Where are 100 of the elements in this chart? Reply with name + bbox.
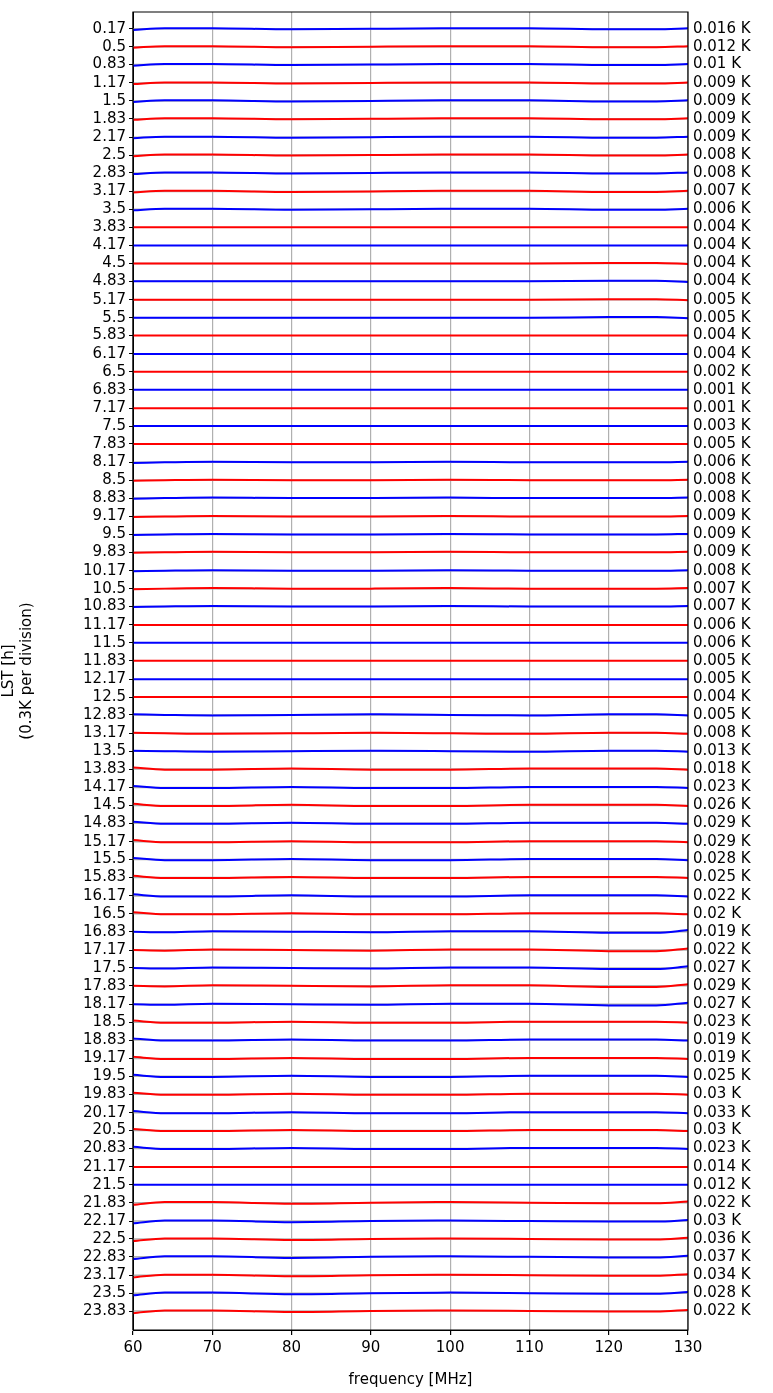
- y-tick-label: 12.5: [92, 686, 126, 705]
- y-tick-label: 5.83: [92, 325, 126, 344]
- text: 0.008 K: [693, 470, 752, 489]
- y-tick-label: 6.17: [92, 343, 126, 362]
- text: 0.004 K: [693, 253, 752, 272]
- text: 0.023 K: [693, 1012, 752, 1031]
- y-tick-label: 23.17: [83, 1265, 126, 1284]
- text: 0.03 K: [693, 1210, 743, 1229]
- text: 0.026 K: [693, 795, 752, 814]
- text: 0.008 K: [693, 162, 752, 181]
- y-tick-label: 14.5: [92, 795, 126, 814]
- text: 0.001 K: [693, 398, 752, 417]
- x-tick-label: 70: [202, 1337, 222, 1356]
- y-tick-label: 13.5: [92, 741, 126, 760]
- text: 0.005 K: [693, 433, 752, 452]
- y-tick-label: 5.17: [92, 289, 126, 308]
- y-tick-label: 15.17: [83, 831, 126, 850]
- y-tick-label: 13.83: [83, 758, 126, 777]
- y-tick-label: 20.5: [92, 1120, 126, 1139]
- y-tick-label: 9.5: [102, 524, 126, 543]
- text: 0.004 K: [693, 271, 752, 290]
- text: 0.029 K: [693, 831, 752, 850]
- y-tick-label: 19.5: [92, 1066, 126, 1085]
- text: 0.005 K: [693, 704, 752, 723]
- y-tick-label: 21.5: [92, 1174, 126, 1193]
- text: 0.009 K: [693, 524, 752, 543]
- y-tick-label: 10.17: [83, 560, 126, 579]
- y-tick-label: 23.5: [92, 1283, 126, 1302]
- text: 0.016 K: [693, 18, 752, 37]
- y-tick-label: 15.5: [92, 849, 126, 868]
- y-tick-label: 5.5: [102, 307, 126, 326]
- text: 0.023 K: [693, 1138, 752, 1157]
- y-tick-label: 22.5: [92, 1228, 126, 1247]
- text: 0.028 K: [693, 849, 752, 868]
- y-tick-label: 12.83: [83, 704, 126, 723]
- y-tick-label: 7.17: [92, 398, 126, 417]
- y-tick-label: 22.17: [83, 1210, 126, 1229]
- y-tick-label: 19.83: [83, 1084, 126, 1103]
- x-tick-label: 120: [594, 1337, 624, 1356]
- text: 0.004 K: [693, 686, 752, 705]
- text: 0.037 K: [693, 1246, 752, 1265]
- text: 0.005 K: [693, 307, 752, 326]
- y-tick-label: 23.83: [83, 1300, 126, 1319]
- y-tick-label: 6.83: [92, 379, 126, 398]
- y-tick-label: 11.83: [83, 650, 126, 669]
- text: 0.004 K: [693, 325, 752, 344]
- text: 0.014 K: [693, 1156, 752, 1175]
- y-tick-label: 1.17: [92, 72, 126, 91]
- y-tick-label: 9.83: [92, 542, 126, 561]
- text: 0.012 K: [693, 36, 752, 55]
- text: 0.008 K: [693, 723, 752, 742]
- text: 0.029 K: [693, 975, 752, 994]
- text: 0.022 K: [693, 885, 752, 904]
- y-tick-label: 17.5: [92, 957, 126, 976]
- y-tick-label: 10.5: [92, 578, 126, 597]
- x-axis-title: frequency [MHz]: [348, 1369, 473, 1388]
- text: 0.006 K: [693, 632, 752, 651]
- y-tick-label: 17.17: [83, 939, 126, 958]
- text: 0.001 K: [693, 379, 752, 398]
- y-tick-label: 8.83: [92, 488, 126, 507]
- y-tick-label: 18.5: [92, 1012, 126, 1031]
- y-tick-label: 4.17: [92, 235, 126, 254]
- text: 0.009 K: [693, 127, 752, 146]
- y-tick-label: 20.83: [83, 1138, 126, 1157]
- text: 0.027 K: [693, 957, 752, 976]
- y-tick-label: 2.17: [92, 127, 126, 146]
- y-tick-label: 4.83: [92, 271, 126, 290]
- text: 0.003 K: [693, 415, 752, 434]
- text: 0.019 K: [693, 1029, 752, 1048]
- y-tick-label: 21.17: [83, 1156, 126, 1175]
- x-tick-label: 90: [361, 1337, 381, 1356]
- text: 0.02 K: [693, 903, 743, 922]
- y-tick-label: 8.17: [92, 452, 126, 471]
- text: 0.029 K: [693, 813, 752, 832]
- text: 0.008 K: [693, 560, 752, 579]
- y-tick-label: 18.83: [83, 1029, 126, 1048]
- text: 0.01 K: [693, 54, 743, 73]
- x-tick-label: 80: [282, 1337, 302, 1356]
- text: 0.009 K: [693, 542, 752, 561]
- y-tick-label: 14.83: [83, 813, 126, 832]
- text: 0.002 K: [693, 361, 752, 380]
- text: 0.009 K: [693, 108, 752, 127]
- text: 0.006 K: [693, 199, 752, 218]
- y-tick-label: 3.5: [102, 199, 126, 218]
- x-tick-label: 60: [123, 1337, 143, 1356]
- y-tick-label: 18.17: [83, 994, 126, 1013]
- text: 0.005 K: [693, 669, 752, 688]
- text: 0.019 K: [693, 1048, 752, 1067]
- y-tick-label: 1.83: [92, 108, 126, 127]
- y-tick-label: 14.17: [83, 777, 126, 796]
- text: 0.018 K: [693, 758, 752, 777]
- text: 0.007 K: [693, 578, 752, 597]
- x-tick-label: 130: [673, 1337, 703, 1356]
- x-tick-label: 110: [515, 1337, 544, 1356]
- y-tick-label: 0.17: [92, 18, 126, 37]
- y-tick-label: 22.83: [83, 1246, 126, 1265]
- text: 0.022 K: [693, 1300, 752, 1319]
- text: 0.019 K: [693, 921, 752, 940]
- y-tick-label: 19.17: [83, 1048, 126, 1067]
- text: 0.013 K: [693, 741, 752, 760]
